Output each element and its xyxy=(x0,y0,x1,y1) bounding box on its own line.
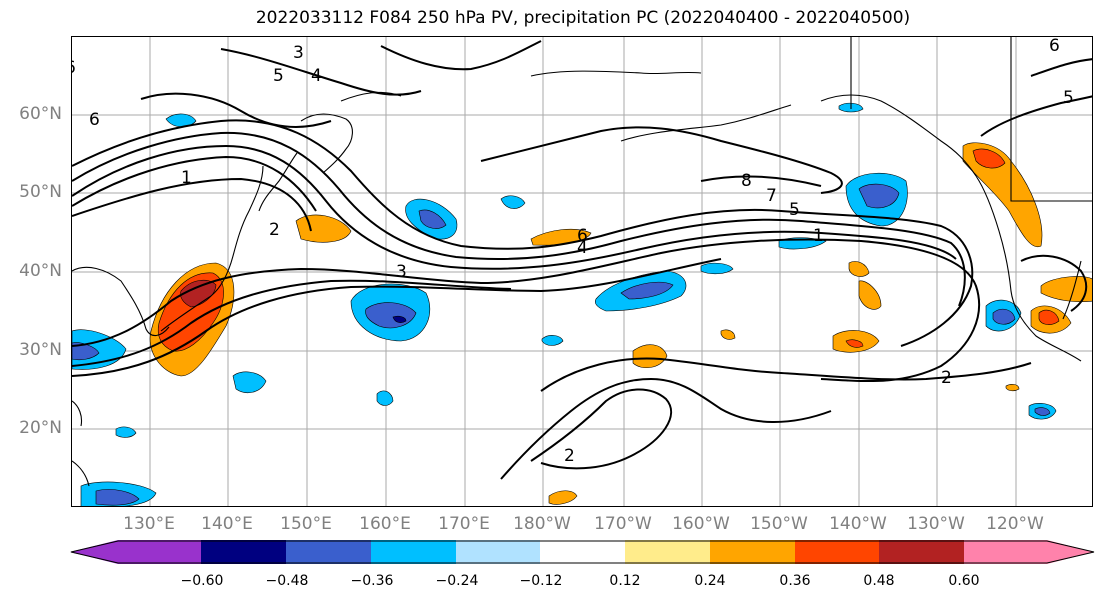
colorbar-tick-label: 0.60 xyxy=(948,573,980,589)
contour-label: 3 xyxy=(396,262,407,282)
lon-label-170w: 170°W xyxy=(594,514,652,534)
lon-label-130e: 130°E xyxy=(123,514,175,534)
lat-label-30n: 30°N xyxy=(19,340,62,360)
colorbar-tick-label: 0.24 xyxy=(694,573,726,589)
colorbar-segment xyxy=(625,540,710,564)
lon-label-150e: 150°E xyxy=(280,514,332,534)
contour-label: 2 xyxy=(269,220,280,240)
colorbar-segment xyxy=(795,540,879,564)
colorbar-outline xyxy=(70,540,1095,564)
contour-label: 5 xyxy=(273,66,284,86)
coastlines xyxy=(72,37,1092,487)
contour-label: 3 xyxy=(293,43,304,63)
lat-label-50n: 50°N xyxy=(19,182,62,202)
colorbar-tick-label: −0.12 xyxy=(519,573,563,589)
colorbar-segment xyxy=(371,540,456,564)
colorbar-segment xyxy=(201,540,286,564)
contour-label: 5 xyxy=(1063,88,1074,108)
contour-label: 4 xyxy=(311,66,322,86)
lon-label-160w: 160°W xyxy=(672,514,730,534)
contour-label: 6 xyxy=(89,110,100,130)
lon-label-160e: 160°E xyxy=(359,514,411,534)
lon-label-170e: 170°E xyxy=(438,514,490,534)
lon-label-140w: 140°W xyxy=(829,514,887,534)
colorbar-segment xyxy=(964,540,1094,564)
lon-label-180w: 180°W xyxy=(513,514,571,534)
colorbar-segment xyxy=(879,540,964,564)
contour-label: 1 xyxy=(813,226,824,246)
lat-label-60n: 60°N xyxy=(19,104,62,124)
lon-label-140e: 140°E xyxy=(201,514,253,534)
contour-labels: 3 5 4 6 1 2 3 8 7 5 6 4 1 2 2 6 5 6 xyxy=(72,37,1074,466)
lon-label-120w: 120°W xyxy=(986,514,1044,534)
colorbar-tick-label: −0.48 xyxy=(265,573,309,589)
colorbar-tick-label: 0.48 xyxy=(863,573,895,589)
map-title: 2022033112 F084 250 hPa PV, precipitatio… xyxy=(255,8,911,28)
pv-contours xyxy=(72,40,1092,480)
lon-label-150w: 150°W xyxy=(750,514,808,534)
colorbar-segment xyxy=(540,540,625,564)
colorbar-segment xyxy=(70,540,201,564)
map-canvas: 3 5 4 6 1 2 3 8 7 5 6 4 1 2 2 6 5 6 xyxy=(72,37,1092,506)
colorbar-tick-label: −0.36 xyxy=(350,573,394,589)
colorbar xyxy=(70,540,1095,564)
contour-label: 7 xyxy=(766,186,777,206)
lon-label-130w: 130°W xyxy=(907,514,965,534)
contour-label: 4 xyxy=(577,238,588,258)
colorbar-segment xyxy=(710,540,795,564)
contour-label: 8 xyxy=(741,171,752,191)
precip-fill-west-coast-positive xyxy=(962,142,1043,248)
contour-label: 1 xyxy=(181,168,192,188)
contour-label: 2 xyxy=(941,368,952,388)
map-panel: 3 5 4 6 1 2 3 8 7 5 6 4 1 2 2 6 5 6 xyxy=(71,36,1093,507)
colorbar-tick-label: 0.12 xyxy=(609,573,641,589)
contour-label: 6 xyxy=(1049,37,1060,56)
contour-label: 5 xyxy=(789,200,800,220)
colorbar-tick-label: −0.24 xyxy=(435,573,479,589)
colorbar-tick-label: −0.60 xyxy=(180,573,224,589)
colorbar-segment xyxy=(456,540,540,564)
contour-label: 6 xyxy=(72,58,76,78)
colorbar-segment xyxy=(286,540,371,564)
lat-label-40n: 40°N xyxy=(19,261,62,281)
graticule xyxy=(72,37,1092,506)
lat-label-20n: 20°N xyxy=(19,418,62,438)
contour-label: 2 xyxy=(564,446,575,466)
contour-label: 6 xyxy=(577,226,588,246)
precip-anomaly-fills xyxy=(72,102,1092,506)
precip-fill-japan-max xyxy=(180,279,217,308)
colorbar-tick-label: 0.36 xyxy=(779,573,811,589)
